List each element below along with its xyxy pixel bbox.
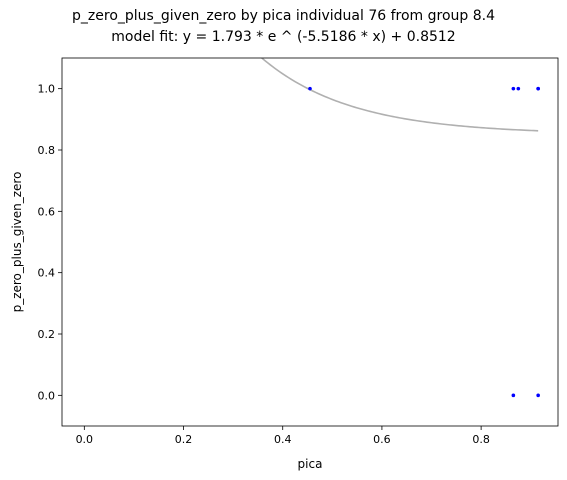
data-point <box>536 86 540 91</box>
y-tick-label: 0.4 <box>38 267 56 280</box>
y-tick-label: 0.6 <box>38 205 56 218</box>
y-axis: 0.0 0.2 0.4 0.6 0.8 1.0 <box>38 83 62 402</box>
y-tick-label: 0.8 <box>38 144 56 157</box>
fit-layer <box>260 58 539 132</box>
y-tick-label: 0.0 <box>38 389 56 402</box>
y-axis-label: p_zero_plus_given_zero <box>10 172 24 313</box>
x-tick-label: 0.0 <box>76 433 94 446</box>
plot-frame <box>61 57 559 427</box>
x-axis: 0.0 0.2 0.4 0.6 0.8 <box>76 426 490 446</box>
fit-curve <box>260 58 539 132</box>
y-tick-label: 0.2 <box>38 328 56 341</box>
data-point <box>511 393 516 398</box>
x-tick-label: 0.2 <box>175 433 193 446</box>
x-tick-label: 0.8 <box>472 433 490 446</box>
data-point <box>516 86 521 91</box>
data-point <box>536 393 540 398</box>
x-tick-label: 0.4 <box>274 433 292 446</box>
data-point <box>308 86 312 91</box>
y-tick-label: 1.0 <box>38 83 56 96</box>
points-layer <box>308 86 540 398</box>
chart-subtitle: model fit: y = 1.793 * e ^ (-5.5186 * x)… <box>111 29 456 45</box>
x-tick-label: 0.6 <box>373 433 391 446</box>
data-point <box>511 86 516 91</box>
chart-title: p_zero_plus_given_zero by pica individua… <box>72 8 495 24</box>
x-axis-label: pica <box>298 457 323 471</box>
